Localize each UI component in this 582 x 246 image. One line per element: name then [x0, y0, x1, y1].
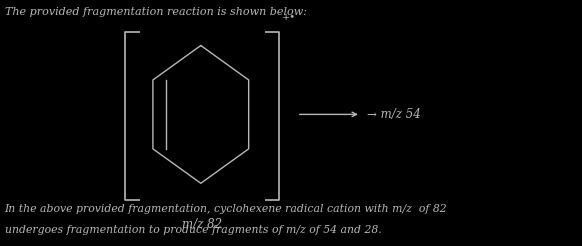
- Text: → m/z 54: → m/z 54: [367, 108, 420, 121]
- Text: The provided fragmentation reaction is shown below:: The provided fragmentation reaction is s…: [5, 7, 307, 17]
- Text: +•: +•: [282, 13, 296, 22]
- Text: m/z 82: m/z 82: [182, 218, 222, 231]
- Text: In the above provided fragmentation, cyclohexene radical cation with m/z  of 82: In the above provided fragmentation, cyc…: [5, 204, 448, 214]
- Text: undergoes fragmentation to produce fragments of m/z of 54 and 28.: undergoes fragmentation to produce fragm…: [5, 225, 381, 235]
